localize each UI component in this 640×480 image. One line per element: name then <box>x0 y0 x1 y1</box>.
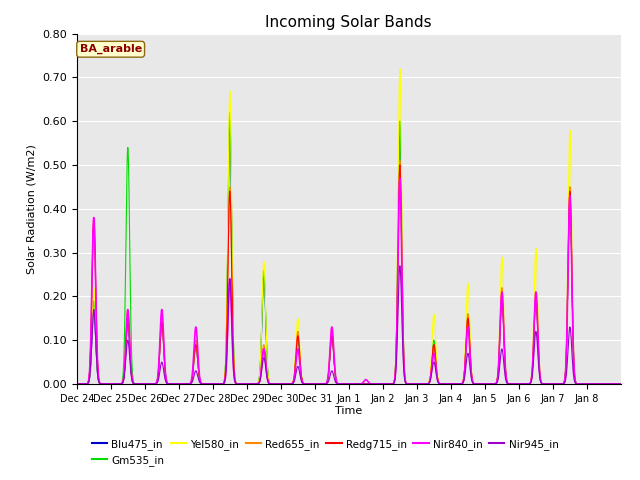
Line: Yel580_in: Yel580_in <box>77 69 621 384</box>
Nir840_in <box>369 381 377 387</box>
Redg715_in <box>525 381 532 387</box>
Yel580_in <box>398 228 406 233</box>
Blu475_in <box>498 294 506 300</box>
Nir945_in <box>186 381 193 387</box>
Nir840_in <box>396 175 404 181</box>
Blu475_in <box>73 381 81 387</box>
Yel580_in <box>396 66 404 72</box>
Redg715_in <box>498 294 506 300</box>
Red655_in <box>186 381 193 387</box>
Gm535_in <box>617 381 625 387</box>
Nir840_in <box>525 381 532 387</box>
Red655_in <box>539 381 547 387</box>
Blu475_in <box>525 381 532 387</box>
Gm535_in <box>539 381 547 387</box>
Yel580_in <box>186 381 193 387</box>
Legend: Blu475_in, Gm535_in, Yel580_in, Red655_in, Redg715_in, Nir840_in, Nir945_in: Blu475_in, Gm535_in, Yel580_in, Red655_i… <box>88 435 563 470</box>
Red655_in <box>73 381 81 387</box>
Yel580_in <box>525 381 532 387</box>
Red655_in <box>617 381 625 387</box>
Line: Blu475_in: Blu475_in <box>77 121 621 384</box>
Yel580_in <box>617 381 625 387</box>
Blu475_in <box>617 381 625 387</box>
Red655_in <box>398 272 406 278</box>
Gm535_in <box>226 109 234 115</box>
Redg715_in <box>73 381 81 387</box>
Gm535_in <box>525 381 532 387</box>
Redg715_in <box>369 381 377 387</box>
Nir840_in <box>73 381 81 387</box>
Red655_in <box>396 158 404 164</box>
Redg715_in <box>398 275 406 280</box>
Nir945_in <box>396 263 404 269</box>
Yel580_in <box>498 254 506 260</box>
Nir945_in <box>73 381 81 387</box>
Yel580_in <box>539 381 547 387</box>
X-axis label: Time: Time <box>335 407 362 417</box>
Blu475_in <box>539 381 547 387</box>
Line: Gm535_in: Gm535_in <box>77 112 621 384</box>
Red655_in <box>525 381 532 387</box>
Nir945_in <box>498 346 506 352</box>
Line: Redg715_in: Redg715_in <box>77 165 621 384</box>
Yel580_in <box>369 381 377 387</box>
Gm535_in <box>369 381 377 387</box>
Blu475_in <box>369 381 377 387</box>
Red655_in <box>369 381 377 387</box>
Nir945_in <box>525 381 532 387</box>
Line: Nir840_in: Nir840_in <box>77 178 621 384</box>
Line: Red655_in: Red655_in <box>77 161 621 384</box>
Y-axis label: Solar Radiation (W/m2): Solar Radiation (W/m2) <box>27 144 36 274</box>
Gm535_in <box>498 289 506 295</box>
Gm535_in <box>186 381 193 387</box>
Nir840_in <box>398 281 406 287</box>
Nir840_in <box>539 381 547 387</box>
Nir945_in <box>539 381 547 387</box>
Red655_in <box>498 285 506 291</box>
Blu475_in <box>186 381 193 387</box>
Yel580_in <box>73 381 81 387</box>
Redg715_in <box>617 381 625 387</box>
Title: Incoming Solar Bands: Incoming Solar Bands <box>266 15 432 30</box>
Text: BA_arable: BA_arable <box>79 44 142 54</box>
Gm535_in <box>73 381 81 387</box>
Line: Nir945_in: Nir945_in <box>77 266 621 384</box>
Nir840_in <box>498 289 506 295</box>
Nir945_in <box>398 324 406 329</box>
Gm535_in <box>398 253 406 259</box>
Nir945_in <box>369 381 377 387</box>
Nir945_in <box>617 381 625 387</box>
Redg715_in <box>539 381 547 387</box>
Nir840_in <box>617 381 625 387</box>
Redg715_in <box>186 381 193 387</box>
Blu475_in <box>398 255 406 261</box>
Redg715_in <box>396 162 404 168</box>
Nir840_in <box>186 381 193 387</box>
Blu475_in <box>226 118 234 124</box>
